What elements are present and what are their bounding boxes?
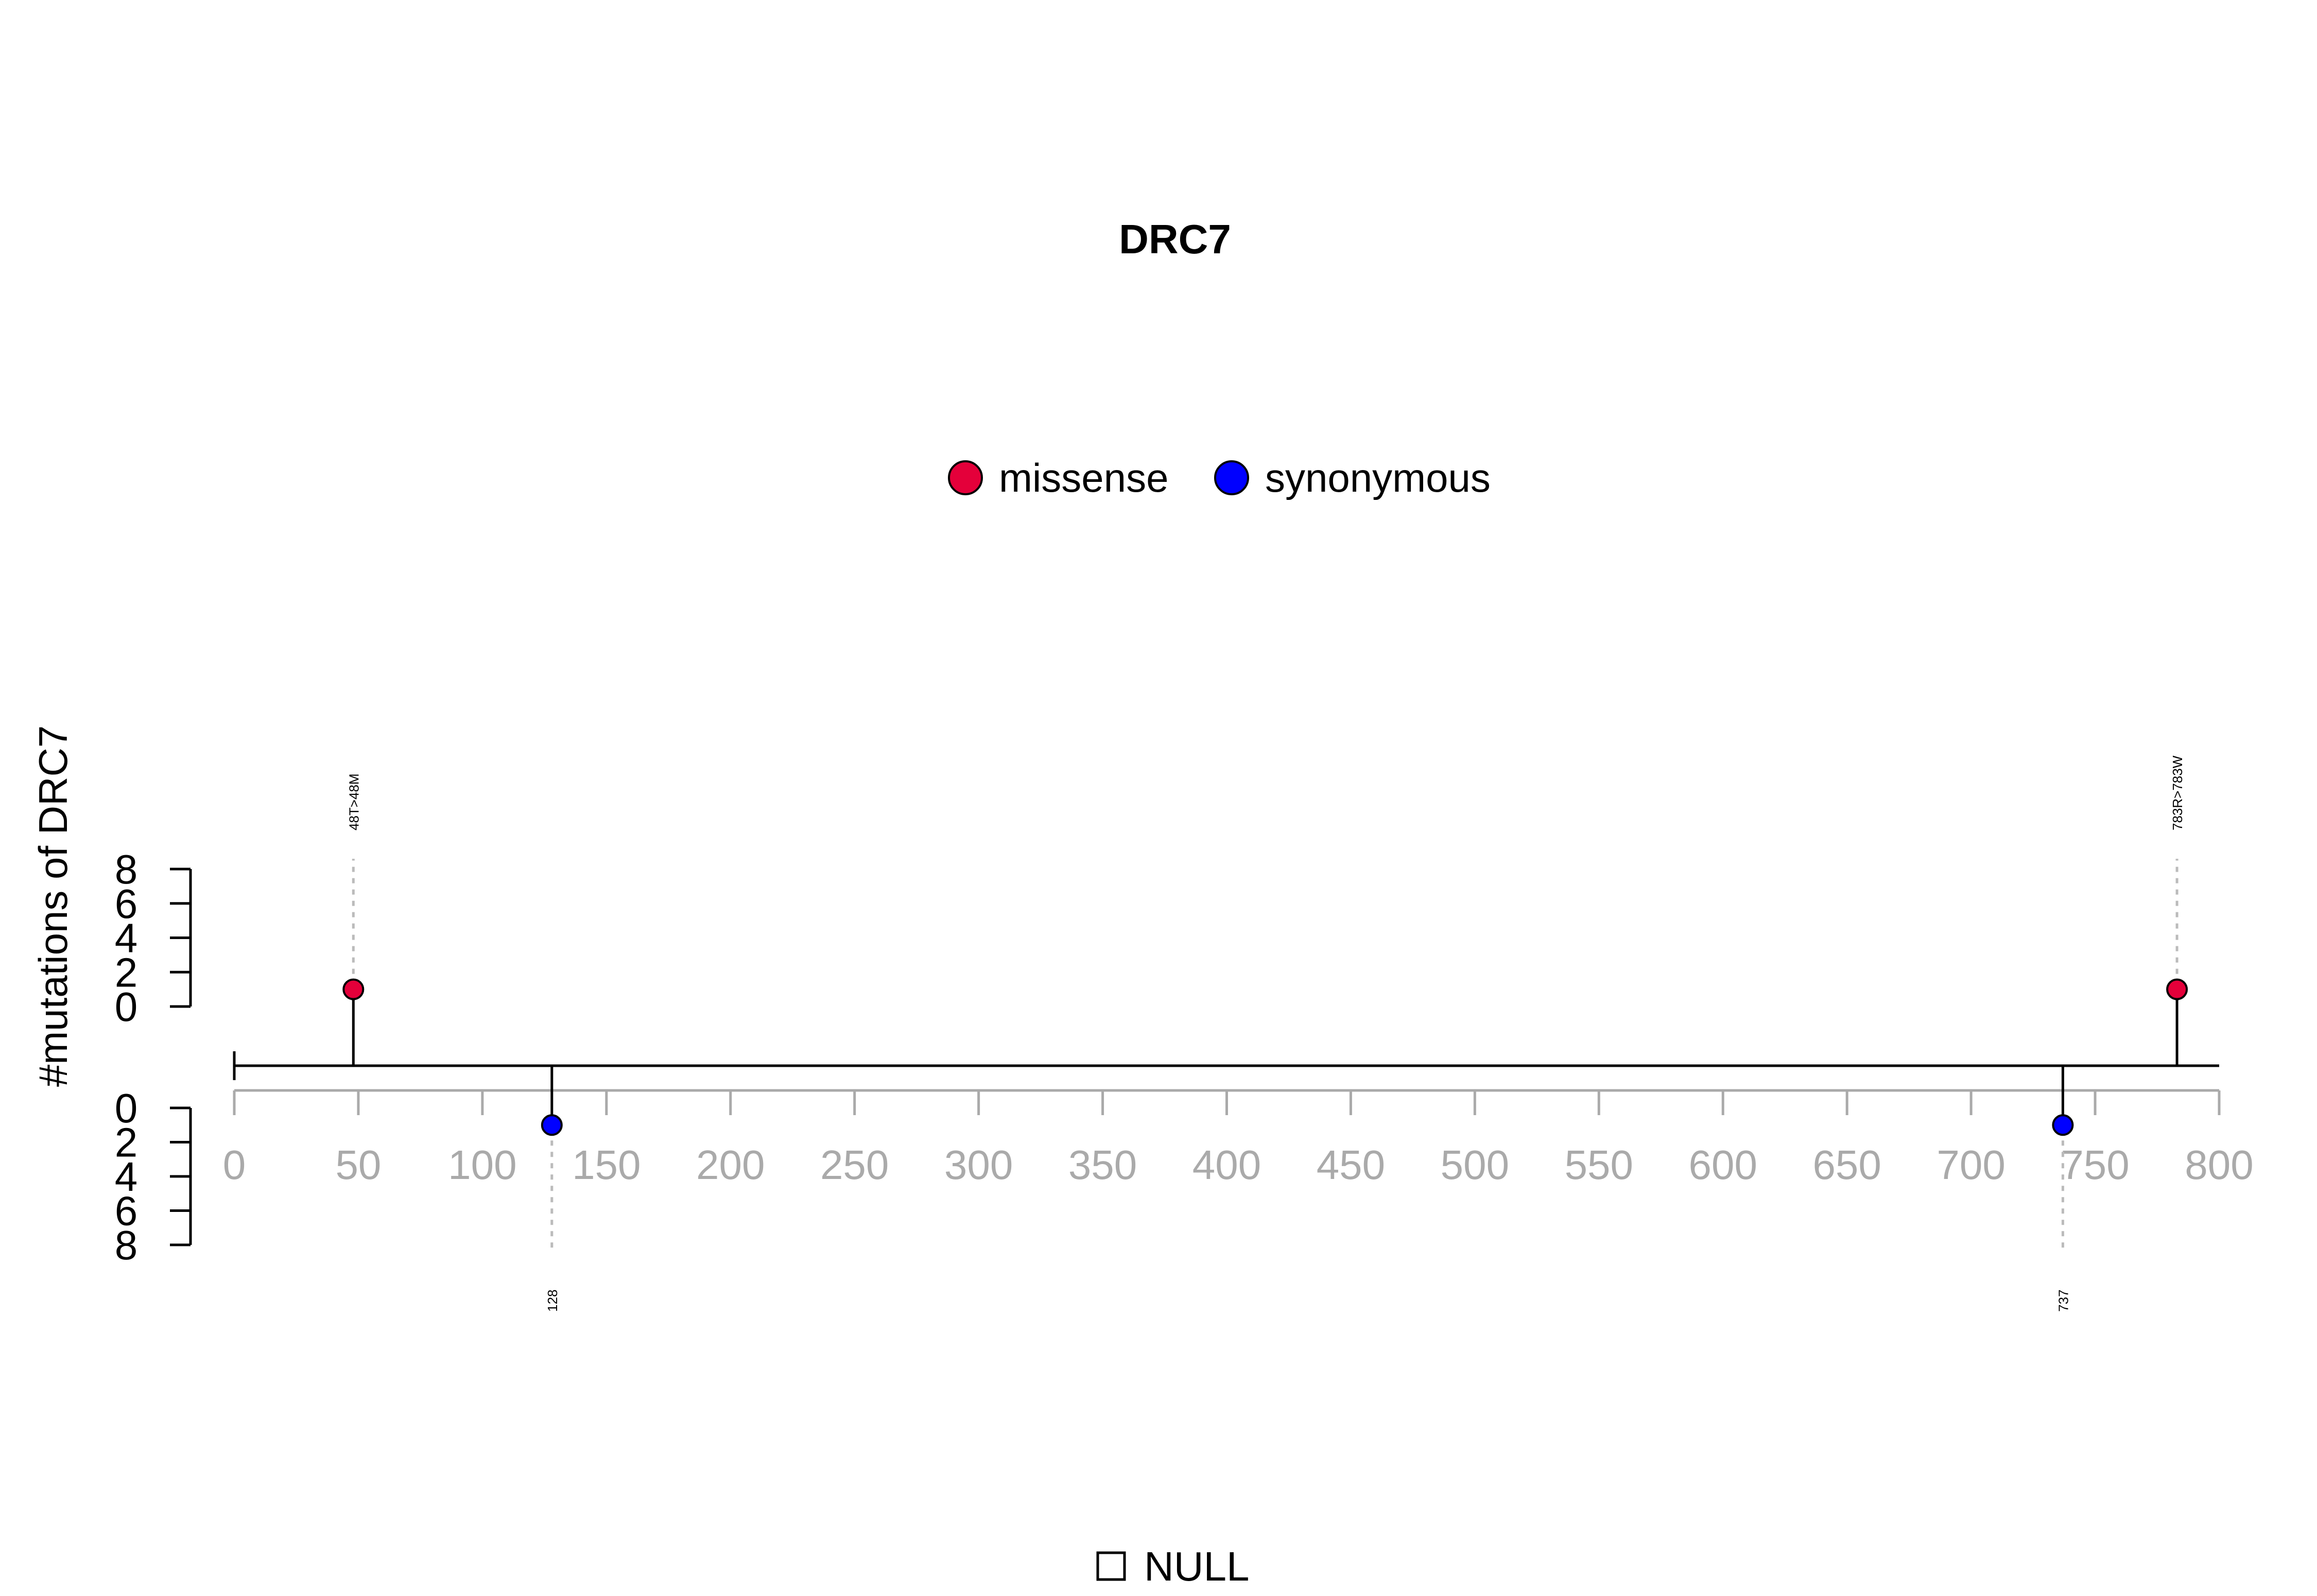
legend-marker-synonymous: [1214, 460, 1249, 495]
y-tick-label-lower: 4: [115, 1154, 138, 1200]
y-tick-label-upper: 2: [115, 949, 138, 995]
y-tick-label-lower: 0: [115, 1085, 138, 1131]
x-tick-label: 600: [1689, 1142, 1757, 1188]
mutation-label: 783R>783W: [2170, 755, 2185, 830]
mutation-point: [541, 1114, 563, 1136]
domain-legend: NULL: [1096, 1543, 1250, 1589]
legend: missense synonymous: [948, 455, 1491, 500]
x-tick-label: 450: [1317, 1142, 1385, 1188]
mutation-label: 128: [545, 1290, 560, 1312]
mutation-point: [342, 978, 365, 1000]
mutation-label: 737: [2055, 1290, 2071, 1312]
chart-title: DRC7: [1119, 216, 1231, 262]
x-tick-label: 700: [1936, 1142, 2005, 1188]
x-tick-label: 0: [223, 1142, 246, 1188]
legend-label-missense: missense: [999, 455, 1168, 500]
mutation-point: [2052, 1114, 2074, 1136]
y-tick-label-upper: 8: [115, 846, 138, 892]
y-axis-label: #mutations of DRC7: [30, 725, 76, 1087]
x-tick-label: 250: [820, 1142, 889, 1188]
y-tick-label-upper: 4: [115, 915, 138, 961]
y-tick-label-lower: 8: [115, 1222, 138, 1268]
domain-legend-label: NULL: [1144, 1543, 1250, 1589]
x-tick-label: 650: [1812, 1142, 1881, 1188]
y-tick-label-lower: 6: [115, 1188, 138, 1234]
x-tick-label: 300: [944, 1142, 1013, 1188]
x-axis: 0 50 100 150 200 250 300 350 400 450 500 550 600 650 7…: [223, 1089, 2254, 1188]
x-tick-label: 550: [1565, 1142, 1633, 1188]
y-tick-label-upper: 0: [115, 984, 138, 1030]
x-tick-label: 750: [2061, 1142, 2129, 1188]
x-tick-label: 150: [572, 1142, 641, 1188]
x-tick-label: 200: [696, 1142, 765, 1188]
y-tick-label-upper: 6: [115, 881, 138, 927]
legend-marker-missense: [948, 460, 983, 495]
mutation-label: 48T>48M: [346, 773, 361, 830]
x-tick-label: 100: [448, 1142, 516, 1188]
x-tick-label: 500: [1441, 1142, 1509, 1188]
x-tick-label: 350: [1068, 1142, 1137, 1188]
mutations-layer: 48T>48M 128 737 783R>783W: [342, 755, 2188, 1312]
x-tick-label: 800: [2185, 1142, 2253, 1188]
x-tick-label: 400: [1192, 1142, 1261, 1188]
y-tick-label-lower: 2: [115, 1120, 138, 1166]
protein-backbone: [233, 1051, 2219, 1080]
x-tick-label: 50: [335, 1142, 381, 1188]
domain-legend-swatch: [1096, 1551, 1126, 1581]
legend-label-synonymous: synonymous: [1265, 455, 1491, 500]
mutation-point: [2166, 978, 2188, 1000]
